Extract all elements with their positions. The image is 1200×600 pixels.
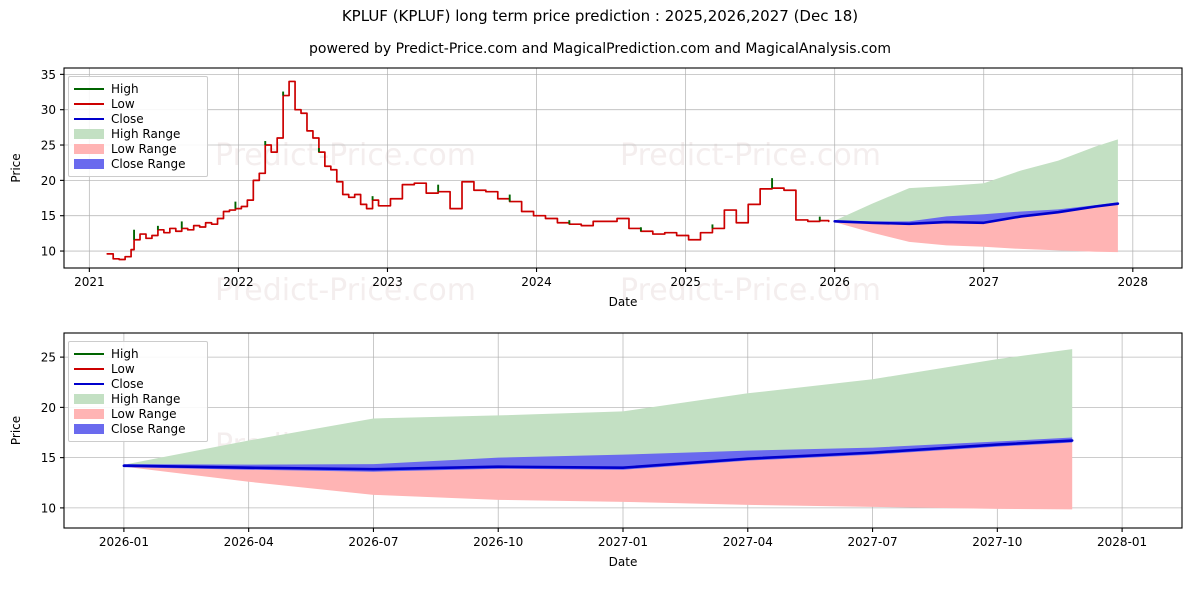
legend-item-label: High Range (111, 127, 181, 141)
page-subtitle: powered by Predict-Price.com and Magical… (309, 41, 891, 57)
legend-item-high[interactable]: High (74, 347, 201, 361)
legend-patch-swatch (74, 394, 104, 404)
legend-item-close-range[interactable]: Close Range (74, 157, 201, 171)
x-tick-label: 2027-04 (723, 535, 773, 549)
watermark-text: Predict-Price.com (215, 138, 476, 173)
x-tick-label: 2026-07 (348, 535, 398, 549)
y-tick-label: 20 (41, 174, 56, 188)
legend-item-close-range[interactable]: Close Range (74, 422, 201, 436)
legend-item-label: Low (111, 97, 135, 111)
line-high (133, 91, 821, 240)
legend-item-label: High Range (111, 392, 181, 406)
x-tick-label: 2024 (521, 275, 552, 289)
band-low-range (834, 203, 1118, 253)
legend-item-close[interactable]: Close (74, 112, 201, 126)
legend-line-swatch (74, 88, 104, 90)
legend-line-swatch (74, 103, 104, 105)
x-tick-label: 2023 (372, 275, 403, 289)
legend-line-swatch (74, 383, 104, 385)
legend-patch-swatch (74, 129, 104, 139)
legend-line-swatch (74, 118, 104, 120)
legend-item-high-range[interactable]: High Range (74, 392, 201, 406)
legend-item-label: High (111, 347, 139, 361)
legend-patch-swatch (74, 159, 104, 169)
x-tick-label: 2028 (1118, 275, 1149, 289)
x-axis-label: Date (609, 555, 638, 569)
x-tick-label: 2027 (968, 275, 999, 289)
watermark-text: Predict-Price.com (620, 138, 881, 173)
y-axis-label: Price (9, 153, 23, 182)
axis-ticks: 10 15 20 25 2026-01 2026-04 2026-07 2026-10 2027… (41, 351, 1147, 549)
y-tick-label: 30 (41, 103, 56, 117)
legend-line-swatch (74, 353, 104, 355)
legend-item-high[interactable]: High (74, 82, 201, 96)
legend-patch-swatch (74, 409, 104, 419)
legend-item-label: Close Range (111, 157, 186, 171)
chart-legend[interactable]: High Low Close High Range Low Range Close Ran… (68, 76, 208, 177)
x-tick-label: 2021 (74, 275, 105, 289)
page-title: KPLUF (KPLUF) long term price prediction… (341, 7, 859, 25)
legend-item-label: Low Range (111, 407, 177, 421)
legend-item-label: High (111, 82, 139, 96)
x-tick-label: 2027-01 (598, 535, 648, 549)
y-tick-label: 20 (41, 401, 56, 415)
line-low (106, 80, 830, 261)
y-tick-label: 25 (41, 351, 56, 365)
y-tick-label: 10 (41, 501, 56, 515)
line-close (833, 202, 1120, 226)
watermark-text: Predict-Price.com (215, 273, 476, 308)
legend-patch-swatch (74, 144, 104, 154)
legend-item-low-range[interactable]: Low Range (74, 407, 201, 421)
gridlines (64, 68, 1182, 268)
legend-item-low[interactable]: Low (74, 97, 201, 111)
x-tick-label: 2027-10 (972, 535, 1022, 549)
y-tick-label: 10 (41, 245, 56, 259)
legend-item-label: Close (111, 112, 144, 126)
top-chart-svg: Predict-Price.com Predict-Price.com Predic… (9, 67, 1183, 309)
legend-item-low[interactable]: Low (74, 362, 201, 376)
x-tick-label: 2022 (223, 275, 254, 289)
y-tick-label: 25 (41, 139, 56, 153)
legend-item-low-range[interactable]: Low Range (74, 142, 201, 156)
legend-item-label: Low Range (111, 142, 177, 156)
x-tick-label: 2028-01 (1097, 535, 1147, 549)
watermark-text: Predict-Price.com (620, 273, 881, 308)
y-tick-label: 15 (41, 209, 56, 223)
top-chart-panel: Predict-Price.com Predict-Price.com Predic… (0, 60, 1200, 315)
x-tick-label: 2026-01 (99, 535, 149, 549)
legend-item-label: Low (111, 362, 135, 376)
band-high-range (123, 349, 1073, 470)
legend-item-close[interactable]: Close (74, 377, 201, 391)
chart-legend[interactable]: High Low Close High Range Low Range Close Ran… (68, 341, 208, 442)
legend-item-label: Close (111, 377, 144, 391)
legend-patch-swatch (74, 424, 104, 434)
y-tick-label: 35 (41, 68, 56, 82)
x-tick-label: 2025 (670, 275, 701, 289)
x-tick-label: 2027-07 (847, 535, 897, 549)
y-axis-label: Price (9, 416, 23, 445)
bottom-chart-panel: Predict-Price.comPredict-Price.com101520… (0, 325, 1200, 600)
axes-frame (63, 67, 1183, 269)
x-axis-label: Date (609, 295, 638, 309)
series-lines (122, 439, 1074, 471)
band-low-range (123, 440, 1073, 510)
legend-item-label: Close Range (111, 422, 186, 436)
legend-item-high-range[interactable]: High Range (74, 127, 201, 141)
legend-line-swatch (74, 368, 104, 370)
x-tick-label: 2026-10 (473, 535, 523, 549)
y-tick-label: 15 (41, 451, 56, 465)
x-tick-label: 2026-04 (224, 535, 274, 549)
bottom-chart-svg: Predict-Price.comPredict-Price.com101520… (9, 332, 1183, 569)
band-high-range (834, 139, 1118, 224)
series-lines (106, 80, 1120, 261)
x-tick-label: 2026 (819, 275, 850, 289)
line-close (122, 439, 1074, 471)
